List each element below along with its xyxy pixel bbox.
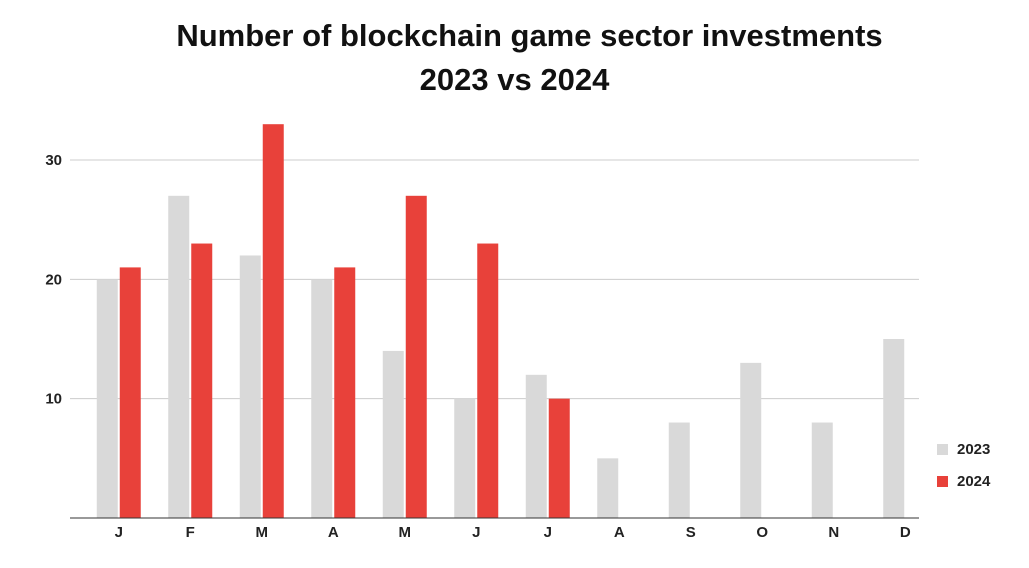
legend: 2023 2024 — [937, 438, 990, 502]
chart-title: Number of blockchain game sector investm… — [0, 14, 1029, 102]
x-tick-label-1: J — [115, 524, 123, 541]
x-tick-label-11: N — [828, 524, 839, 541]
x-tick-label-3: M — [256, 524, 269, 541]
legend-swatch-2024 — [937, 475, 948, 487]
bar-2024-3 — [262, 124, 284, 518]
bar-2023-3 — [239, 255, 261, 518]
bar-2023-6 — [454, 398, 476, 518]
x-tick-label-12: D — [900, 524, 911, 541]
x-tick-label-9: S — [686, 524, 696, 541]
bar-2023-1 — [96, 279, 118, 518]
y-tick-label-30: 30 — [45, 152, 62, 169]
bar-2024-7 — [548, 398, 570, 518]
legend-swatch-2023 — [937, 443, 948, 455]
bar-2024-1 — [119, 267, 141, 518]
x-tick-label-8: A — [614, 524, 625, 541]
x-tick-label-2: F — [186, 524, 195, 541]
y-tick-label-10: 10 — [45, 391, 62, 408]
legend-label-2024: 2024 — [957, 472, 991, 490]
bar-2023-4 — [311, 279, 333, 518]
bar-2024-5 — [405, 195, 427, 519]
bar-2023-12 — [883, 339, 905, 518]
x-tick-label-6: J — [472, 524, 480, 541]
bar-2024-2 — [191, 243, 213, 519]
x-tick-label-10: O — [756, 524, 768, 541]
x-tick-label-5: M — [399, 524, 412, 541]
chart-title-line-2: 2023 vs 2024 — [419, 62, 610, 97]
chart-title-line-1: Number of blockchain game sector investm… — [176, 18, 883, 53]
bar-2024-6 — [477, 243, 499, 519]
bar-2024-4 — [334, 267, 356, 518]
bar-2023-9 — [668, 422, 690, 518]
legend-label-2023: 2023 — [957, 440, 991, 458]
legend-item-2023: 2023 — [937, 438, 990, 460]
legend-item-2024: 2024 — [937, 470, 990, 492]
x-tick-label-4: A — [328, 524, 339, 541]
x-tick-label-7: J — [544, 524, 552, 541]
y-tick-label-20: 20 — [45, 271, 62, 288]
bar-2023-11 — [811, 422, 833, 518]
bar-2023-10 — [740, 362, 762, 518]
bar-2023-2 — [168, 195, 190, 519]
bar-2023-8 — [597, 458, 619, 518]
bar-2023-7 — [525, 374, 547, 518]
bar-2023-5 — [382, 350, 404, 518]
